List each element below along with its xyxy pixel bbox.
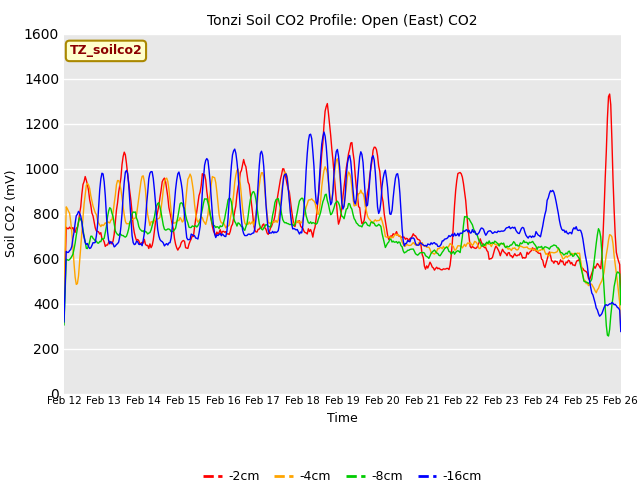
Text: TZ_soilco2: TZ_soilco2 (70, 44, 142, 58)
X-axis label: Time: Time (327, 412, 358, 425)
Title: Tonzi Soil CO2 Profile: Open (East) CO2: Tonzi Soil CO2 Profile: Open (East) CO2 (207, 14, 477, 28)
Y-axis label: Soil CO2 (mV): Soil CO2 (mV) (5, 170, 19, 257)
Legend: -2cm, -4cm, -8cm, -16cm: -2cm, -4cm, -8cm, -16cm (198, 465, 487, 480)
